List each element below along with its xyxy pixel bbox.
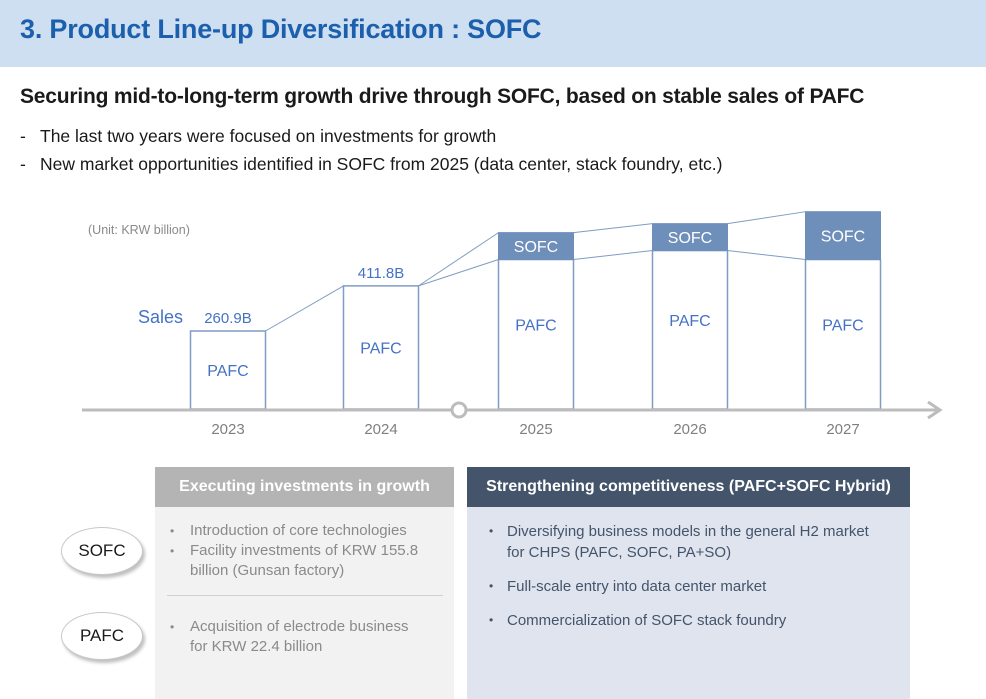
connector-line-top: [265, 285, 344, 332]
sofc-oval-label: SOFC: [61, 527, 143, 575]
sofc-investments-list: • Introduction of core technologies • Faci…: [155, 521, 420, 581]
bullet-icon: •: [489, 524, 494, 538]
bullet-icon: •: [170, 544, 175, 558]
bullet-text: New market opportunities identified in S…: [40, 154, 723, 174]
bar-label-sofc: SOFC: [668, 230, 712, 247]
year-tick-label: 2024: [364, 421, 397, 438]
year-tick-label: 2023: [211, 421, 244, 438]
headline: Securing mid-to-long-term growth drive t…: [20, 85, 865, 108]
connector-line-pafc: [727, 250, 806, 261]
bullet-icon: •: [489, 613, 494, 627]
bar-label-sofc: SOFC: [514, 239, 558, 256]
panel-investments-header: Executing investments in growth: [155, 467, 454, 507]
bullet-text: The last two years were focused on inves…: [40, 126, 497, 146]
divider: [167, 595, 443, 596]
bar-label-pafc: PAFC: [822, 317, 863, 334]
timeline-marker-icon: [450, 401, 468, 419]
list-item-text: Commercialization of SOFC stack foundry: [507, 612, 787, 629]
unit-note: (Unit: KRW billion): [88, 223, 190, 237]
bullet-icon: •: [489, 579, 494, 593]
year-tick-label: 2026: [673, 421, 706, 438]
bar-sofc-2027: [805, 211, 881, 261]
list-item: • Facility investments of KRW 155.8 billi…: [155, 541, 420, 581]
bullet-icon: •: [170, 524, 175, 538]
summary-bullet: - New market opportunities identified in …: [20, 150, 723, 178]
year-tick-label: 2025: [519, 421, 552, 438]
bar-sofc-2025: [498, 232, 574, 261]
list-item: • Acquisition of electrode business for K…: [155, 617, 415, 657]
list-item: • Commercialization of SOFC stack foundry: [467, 610, 887, 631]
list-item-text: Diversifying business models in the gene…: [507, 523, 869, 561]
data-label: 411.8B: [358, 265, 404, 282]
dash-marker: -: [20, 154, 26, 174]
sales-chart: (Unit: KRW billion) Sales PAFC 260.9B PAFC…: [82, 211, 943, 438]
list-item-text: Acquisition of electrode business for KR…: [190, 618, 409, 655]
bullet-icon: •: [170, 620, 175, 634]
axis-arrow-icon: [927, 400, 943, 420]
bar-pafc-2023: [189, 330, 267, 410]
summary-bullet: - The last two years were focused on inve…: [20, 122, 723, 150]
list-item-text: Full-scale entry into data center market: [507, 578, 767, 595]
list-item: • Diversifying business models in the gen…: [467, 521, 887, 563]
connector-line-pafc: [418, 259, 499, 287]
page-title: 3. Product Line-up Diversification : SOF…: [20, 14, 542, 44]
connector-line-pafc: [573, 250, 653, 261]
bar-sofc-2026: [652, 223, 728, 252]
panel-competitiveness-header: Strengthening competitiveness (PAFC+SOFC…: [467, 467, 910, 507]
list-item: • Full-scale entry into data center marke…: [467, 576, 887, 597]
bar-label-pafc: PAFC: [207, 363, 248, 380]
data-label: 260.9B: [204, 310, 252, 327]
bar-label-sofc: SOFC: [821, 229, 865, 246]
pafc-investments-list: • Acquisition of electrode business for K…: [155, 617, 415, 657]
list-item: • Introduction of core technologies: [155, 521, 420, 541]
bar-label-pafc: PAFC: [515, 317, 556, 334]
panel-competitiveness-body: • Diversifying business models in the gen…: [467, 507, 910, 699]
bar-label-pafc: PAFC: [669, 313, 710, 330]
series-label-sales: Sales: [138, 307, 183, 327]
dash-marker: -: [20, 126, 26, 146]
list-item-text: Facility investments of KRW 155.8 billio…: [190, 542, 419, 579]
panel-investments-body: • Introduction of core technologies • Faci…: [155, 507, 454, 699]
connector-line-top: [727, 211, 806, 225]
pafc-oval-label: PAFC: [61, 612, 143, 660]
connector-line-top: [573, 223, 653, 234]
year-tick-label: 2027: [826, 421, 859, 438]
title-bar: 3. Product Line-up Diversification : SOF…: [0, 0, 986, 67]
bar-label-pafc: PAFC: [360, 340, 401, 357]
summary-bullets: - The last two years were focused on inve…: [20, 122, 723, 178]
bar-pafc-2024: [342, 285, 420, 410]
list-item-text: Introduction of core technologies: [190, 522, 407, 539]
competitiveness-list: • Diversifying business models in the gen…: [467, 521, 887, 644]
connector-line-top: [418, 232, 499, 287]
